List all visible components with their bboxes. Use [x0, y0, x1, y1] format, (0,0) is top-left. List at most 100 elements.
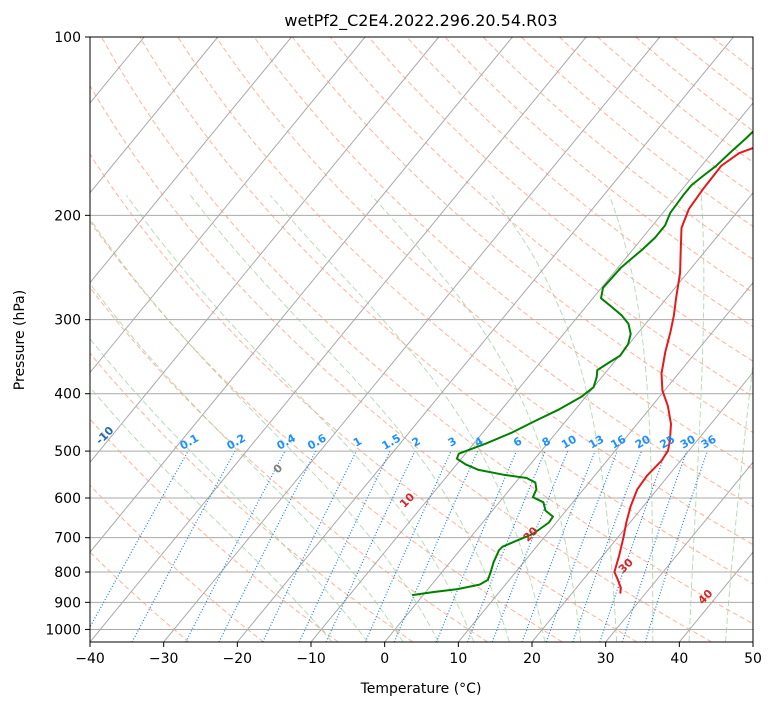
dry-adiabat — [749, 37, 753, 40]
y-tick-label: 100 — [54, 30, 81, 46]
dry-adiabat — [330, 37, 753, 398]
moist-adiabat — [90, 338, 368, 642]
mixing-ratio-line — [364, 450, 452, 642]
isotherm — [90, 37, 366, 374]
dry-adiabat — [90, 286, 488, 642]
moist-adiabat-label: 20 — [521, 524, 541, 544]
mixing-ratio-label: 16 — [609, 432, 629, 451]
x-axis-label: Temperature (°C) — [360, 681, 482, 697]
dry-adiabat — [90, 484, 264, 642]
x-tick-label: −30 — [149, 651, 179, 667]
mixing-ratio-line — [466, 450, 546, 642]
isotherm — [384, 192, 753, 642]
mixing-ratio-label: 2 — [410, 435, 423, 450]
y-tick-label: 500 — [54, 444, 81, 460]
moist-adiabat — [370, 194, 582, 642]
isotherm — [90, 37, 219, 194]
dry-adiabat — [139, 37, 753, 585]
mixing-ratio-label: 30 — [678, 432, 698, 451]
isotherm — [310, 102, 753, 642]
mixing-ratio-label: 0.2 — [224, 432, 247, 453]
isotherm — [90, 37, 440, 464]
plot-area: -100-90-80-70-60-50-40-30-20-10010203040… — [0, 37, 753, 642]
dry-adiabat — [711, 37, 753, 70]
x-tick-label: 0 — [380, 651, 389, 667]
isotherm — [0, 37, 70, 642]
mixing-ratio-label: 0.1 — [178, 432, 201, 453]
y-tick-label: 800 — [54, 565, 81, 581]
x-tick-label: 20 — [523, 651, 541, 667]
y-tick-label: 900 — [54, 595, 81, 611]
mixing-ratio-line — [262, 450, 357, 642]
moist-adiabat — [491, 194, 618, 642]
mixing-ratio-line — [599, 450, 667, 642]
moist-adiabat — [90, 386, 333, 642]
dewpoint-profile — [411, 130, 753, 597]
dry-adiabat — [177, 37, 753, 546]
dry-adiabat — [90, 352, 414, 642]
mixing-ratio-label: 13 — [586, 433, 606, 452]
dry-adiabat — [635, 37, 753, 132]
moist-adiabat — [608, 195, 654, 642]
mixing-ratio-line — [621, 450, 688, 642]
mixing-ratio-label: 8 — [540, 435, 553, 450]
moist-adiabat — [90, 282, 404, 642]
mixing-ratio-label: 0.4 — [274, 431, 298, 452]
dry-adiabat — [292, 37, 753, 434]
mixing-ratio-label: 3 — [446, 435, 459, 450]
y-tick-label: 700 — [54, 531, 81, 547]
isotherm — [531, 371, 753, 642]
mixing-ratio-line — [298, 450, 391, 642]
x-tick-label: 50 — [744, 651, 762, 667]
plot-frame — [89, 36, 754, 643]
moist-adiabat — [90, 218, 439, 642]
y-tick-label: 600 — [54, 491, 81, 507]
isotherm — [90, 37, 587, 642]
moist-adiabat — [190, 194, 510, 642]
isotherm — [90, 37, 513, 553]
mixing-ratio-line — [572, 450, 643, 642]
dry-adiabat — [673, 37, 753, 101]
isotherm — [236, 37, 734, 642]
chart-title: wetPf2_C2E4.2022.296.20.54.R03 — [284, 11, 557, 31]
isotherm — [605, 461, 753, 642]
dry-adiabat — [90, 418, 339, 642]
y-tick-label: 200 — [54, 208, 81, 224]
isotherm — [163, 37, 661, 642]
dry-adiabat — [90, 84, 712, 642]
dry-adiabat — [90, 153, 638, 642]
mixing-ratio-line — [491, 450, 569, 642]
y-axis-label: Pressure (hPa) — [12, 290, 28, 390]
moist-adiabat — [125, 195, 475, 642]
temperature-profile — [613, 147, 753, 594]
mixing-ratio-label: 0.6 — [305, 431, 329, 452]
moist-adiabat — [269, 194, 546, 642]
x-tick-label: −20 — [223, 651, 253, 667]
mixing-ratio-label: 1.5 — [380, 432, 403, 453]
mixing-ratio-line — [644, 450, 708, 642]
dry-adiabat — [90, 551, 190, 642]
isotherm — [752, 641, 753, 642]
mixing-ratio-line — [521, 450, 596, 642]
x-tick-label: 40 — [670, 651, 688, 667]
mixing-ratio-label: 10 — [559, 432, 579, 451]
dry-adiabat — [101, 37, 753, 625]
isotherm — [90, 37, 292, 284]
axis-ticks: −40 −30 −20 −10 0 10 20 30 40 50 100 200 300 400 500 60… — [45, 30, 762, 667]
y-tick-label: 1000 — [45, 622, 81, 638]
mixing-ratio-line — [90, 450, 189, 629]
y-tick-label: 400 — [54, 387, 81, 403]
dry-adiabat — [482, 37, 753, 260]
moist-adiabat-label: 40 — [695, 587, 715, 607]
moist-adiabat — [725, 359, 753, 642]
mixing-ratio-label: 1 — [351, 435, 364, 450]
mixing-ratio-line — [131, 450, 236, 642]
x-tick-label: 30 — [597, 651, 615, 667]
mixing-ratio-line — [185, 450, 286, 642]
x-tick-label: −40 — [75, 651, 105, 667]
dry-adiabat — [90, 220, 563, 642]
mixing-ratio-line — [393, 450, 479, 642]
dry-adiabat — [215, 37, 753, 508]
y-tick-label: 300 — [54, 313, 81, 329]
